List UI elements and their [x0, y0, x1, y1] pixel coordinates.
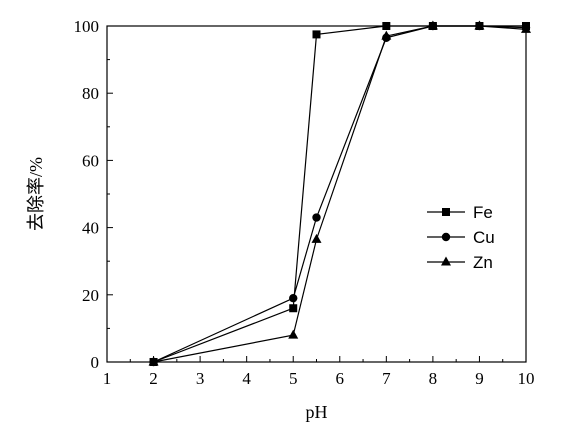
circle-marker [289, 293, 298, 303]
x-tick-label: 9 [475, 369, 484, 388]
y-tick-label: 40 [82, 219, 99, 238]
series-line [153, 25, 527, 363]
circle-marker [441, 232, 451, 242]
square-marker [289, 304, 298, 313]
square-marker [382, 22, 391, 30]
x-tick-label: 3 [196, 369, 205, 388]
triangle-marker [311, 233, 322, 243]
triangle-marker [474, 20, 485, 30]
x-tick-label: 5 [289, 369, 298, 388]
legend-item: Fe [427, 203, 493, 222]
plot-frame [106, 25, 527, 363]
axes [106, 25, 527, 363]
x-tick-label: 4 [242, 369, 251, 388]
series-line [153, 25, 526, 363]
series-fe [149, 22, 530, 366]
triangle-marker [381, 30, 392, 40]
y-tick-label: 60 [82, 151, 99, 170]
series-zn [148, 20, 531, 366]
square-marker [312, 30, 321, 39]
y-tick-label: 20 [82, 286, 99, 305]
legend-label: Zn [473, 253, 493, 272]
x-tick-label: 10 [518, 369, 535, 388]
x-tick-label: 1 [103, 369, 112, 388]
x-tick-label: 2 [149, 369, 158, 388]
series-layer [148, 20, 531, 367]
x-tick-label: 7 [382, 369, 391, 388]
x-tick-label: 8 [429, 369, 438, 388]
legend-label: Fe [473, 203, 493, 222]
square-marker [442, 208, 450, 216]
x-axis-ticks: 1 2 3 4 5 6 7 8 9 10 [103, 356, 535, 388]
legend-item: Zn [427, 253, 493, 272]
legend: Fe Cu Zn [427, 203, 495, 272]
legend-item: Cu [427, 228, 495, 247]
triangle-marker [441, 256, 451, 266]
y-tick-label: 80 [82, 84, 99, 103]
x-axis-label: pH [306, 402, 328, 422]
circle-marker [312, 213, 321, 222]
y-axis-label: 去除率/% [26, 157, 46, 231]
y-tick-label: 100 [74, 17, 100, 36]
y-axis-ticks: 0 20 40 60 80 100 [74, 17, 113, 372]
triangle-marker [427, 20, 438, 30]
series-cu [149, 21, 531, 367]
x-tick-label: 6 [336, 369, 345, 388]
triangle-marker [148, 356, 159, 366]
legend-label: Cu [473, 228, 495, 247]
series-line [153, 25, 527, 363]
triangle-marker [521, 23, 531, 33]
triangle-marker [288, 329, 299, 339]
y-tick-label: 0 [91, 353, 100, 372]
